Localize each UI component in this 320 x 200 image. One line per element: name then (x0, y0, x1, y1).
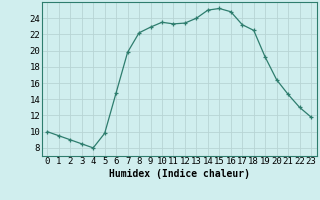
X-axis label: Humidex (Indice chaleur): Humidex (Indice chaleur) (109, 169, 250, 179)
